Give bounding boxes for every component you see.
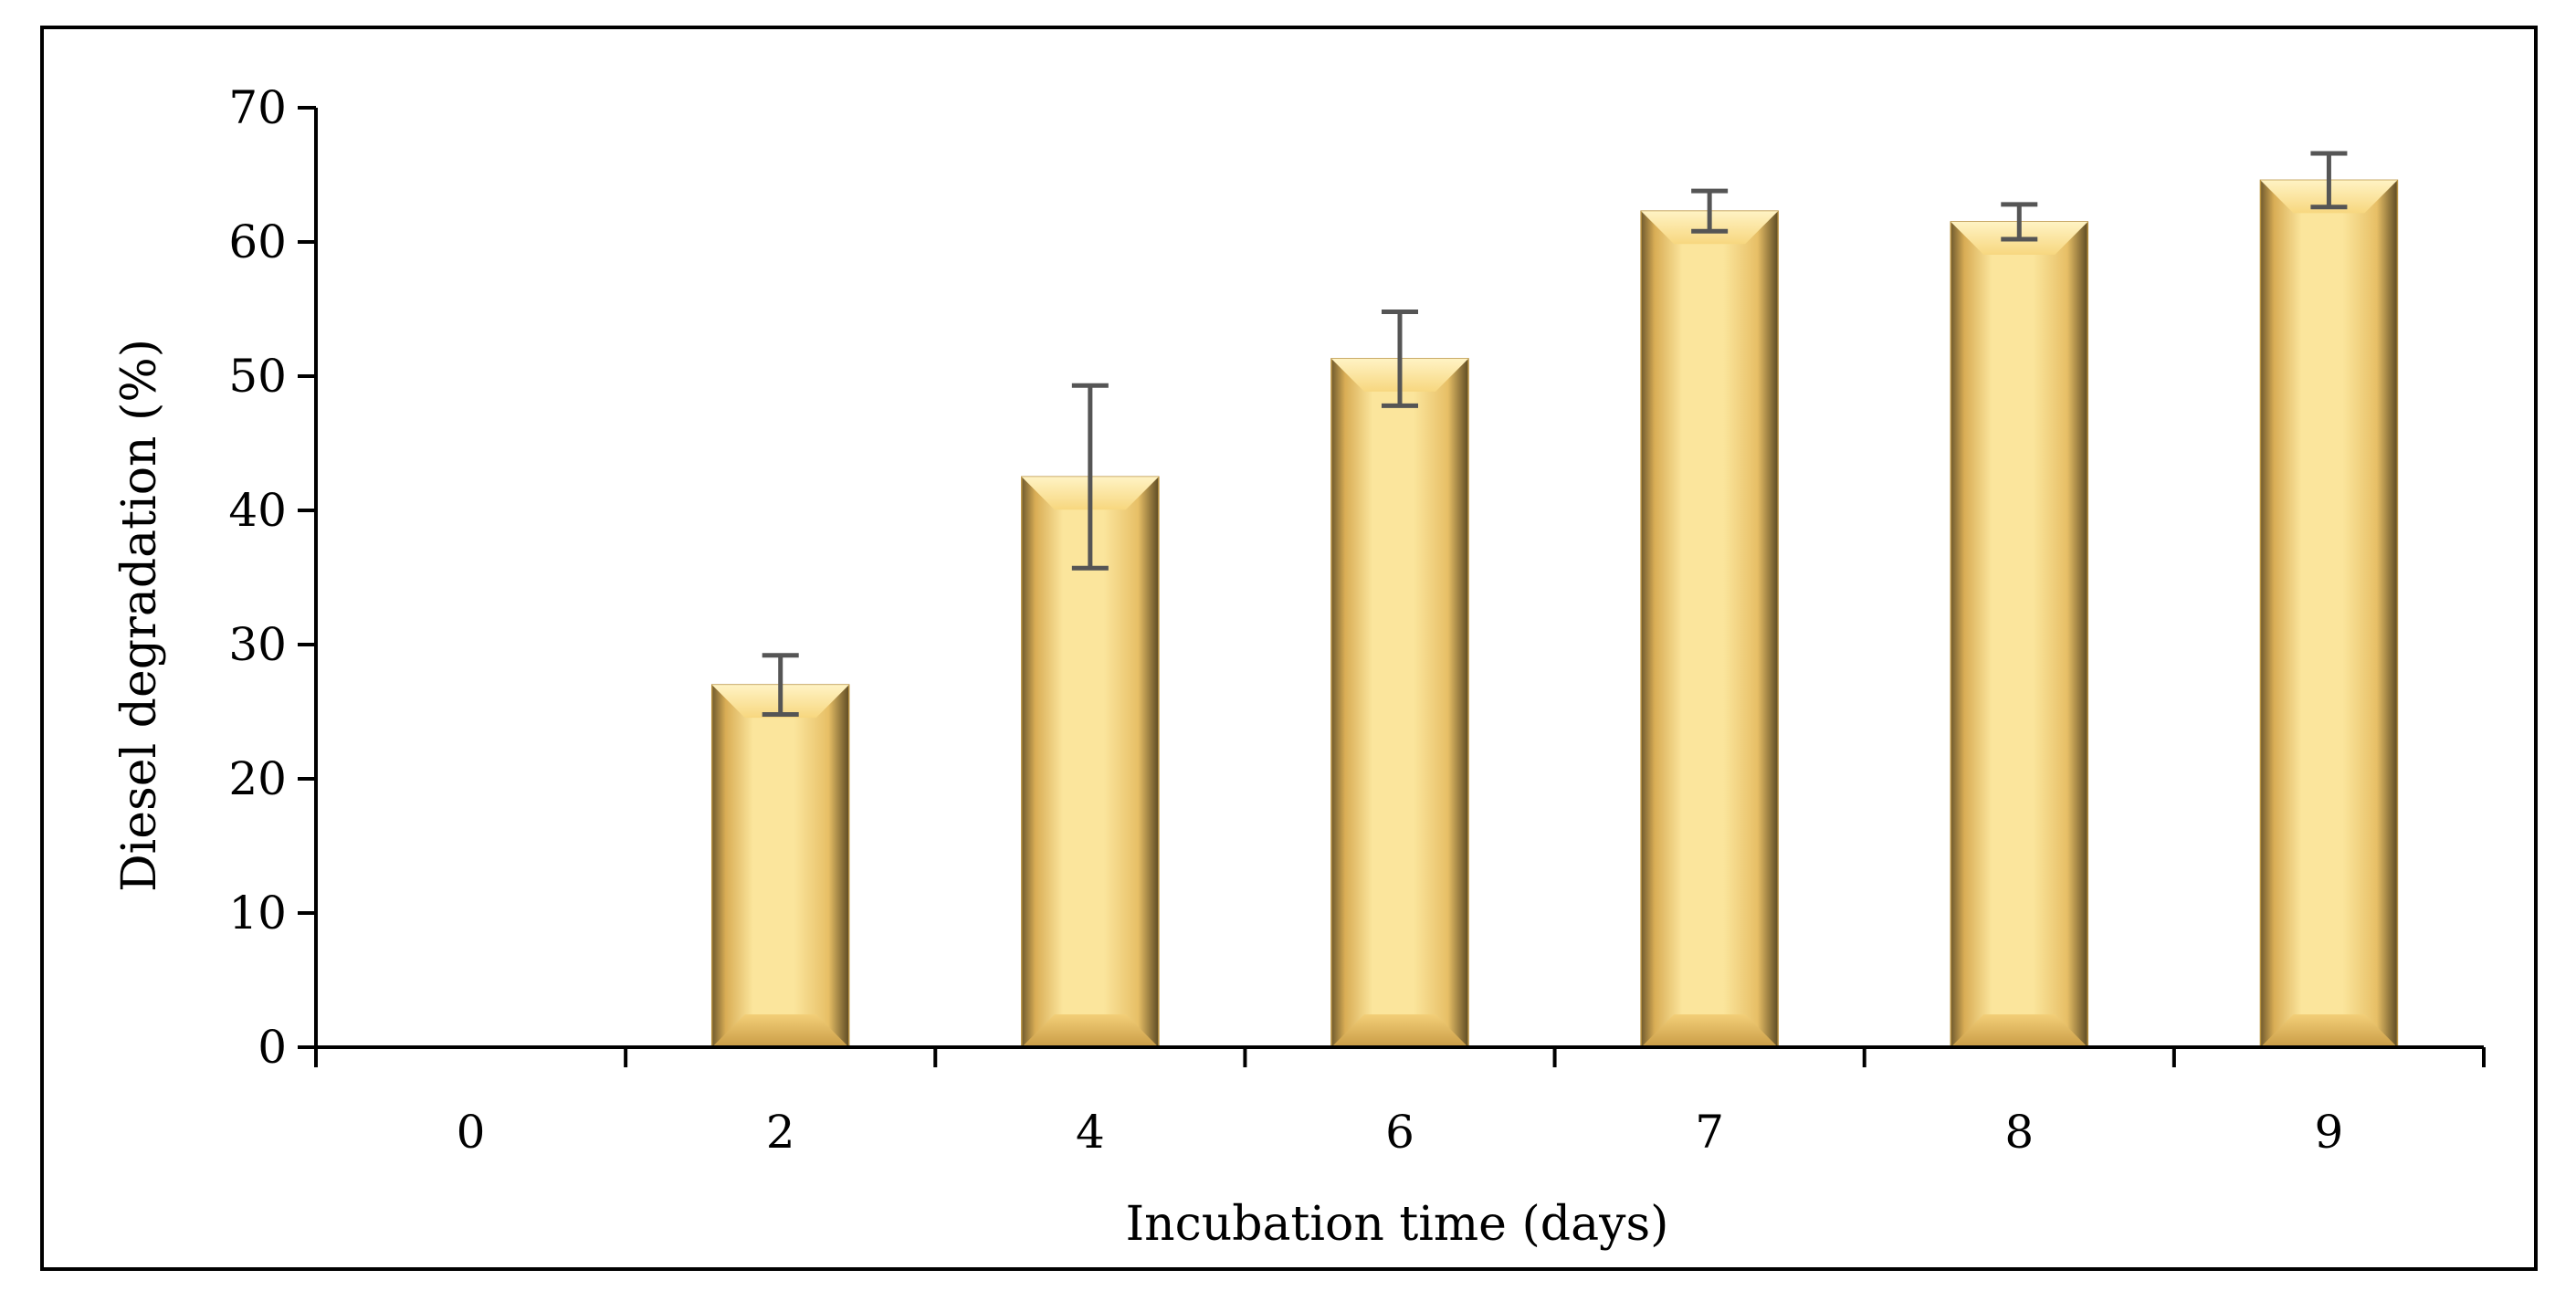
- bar: [1950, 221, 2089, 1048]
- bar: [1640, 210, 1779, 1048]
- bar-bottom-bevel: [1641, 1014, 1779, 1047]
- error-bar: [2310, 151, 2348, 210]
- bar-body: [1950, 221, 2089, 1048]
- y-ticks: 0 10 20 30 40 50 60 70: [228, 81, 316, 1074]
- bar-bottom-bevel: [2260, 1014, 2398, 1047]
- error-bar: [1382, 309, 1418, 408]
- bar: [1021, 476, 1160, 1048]
- y-tick-label: 10: [228, 887, 287, 939]
- bar-body: [1330, 358, 1469, 1048]
- bar: [2259, 179, 2399, 1048]
- y-tick-label: 20: [228, 752, 287, 805]
- y-tick-label: 70: [228, 81, 287, 134]
- error-bars-layer: [762, 151, 2348, 717]
- y-axis-title: Diesel degradation (%): [112, 339, 167, 892]
- y-tick-label: 50: [228, 350, 287, 403]
- x-tick-label: 8: [2004, 1106, 2034, 1159]
- bars-layer: [710, 179, 2399, 1048]
- bar-bottom-bevel: [711, 1014, 849, 1047]
- x-tick-label: 7: [1695, 1106, 1724, 1159]
- bar: [1330, 358, 1469, 1048]
- x-tick-label: 9: [2315, 1106, 2344, 1159]
- x-axis-title: Incubation time (days): [1126, 1197, 1669, 1252]
- y-tick-label: 30: [228, 618, 287, 671]
- bar-body: [710, 684, 850, 1048]
- y-tick-label: 40: [228, 484, 287, 537]
- error-bar: [1691, 188, 1729, 234]
- bar-body: [1640, 210, 1779, 1048]
- bar-body: [2259, 179, 2399, 1048]
- error-bar: [762, 653, 799, 717]
- bar-bottom-bevel: [1950, 1014, 2088, 1047]
- y-tick-label: 0: [258, 1021, 287, 1074]
- bar-body: [1021, 476, 1160, 1048]
- error-bar: [2001, 202, 2038, 242]
- x-ticks: 0 2 4 6 7 8 9: [314, 1047, 2486, 1159]
- error-bar: [1071, 383, 1109, 571]
- bar-bottom-bevel: [1331, 1014, 1468, 1047]
- x-tick-label: 4: [1076, 1106, 1105, 1159]
- bar-bottom-bevel: [1021, 1014, 1159, 1047]
- x-tick-label: 0: [457, 1106, 486, 1159]
- chart-frame: [40, 26, 2538, 1271]
- x-tick-label: 6: [1385, 1106, 1414, 1159]
- y-tick-label: 60: [228, 215, 287, 268]
- bar: [710, 684, 850, 1048]
- x-tick-label: 2: [766, 1106, 795, 1159]
